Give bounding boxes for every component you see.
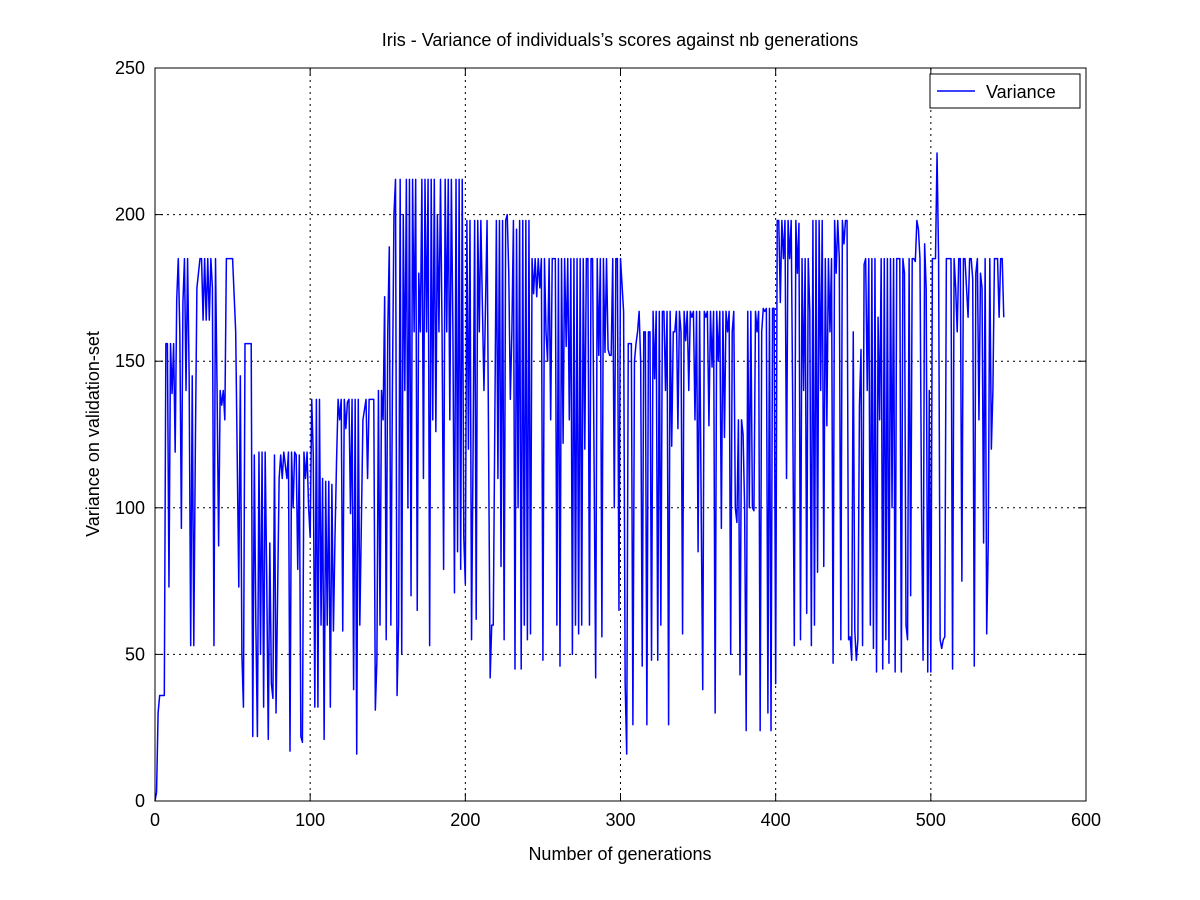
y-tick-label: 250 bbox=[115, 58, 145, 78]
x-tick-label: 100 bbox=[295, 810, 325, 830]
chart-title: Iris - Variance of individuals’s scores … bbox=[382, 30, 859, 50]
y-tick-label: 100 bbox=[115, 498, 145, 518]
legend-label: Variance bbox=[986, 82, 1056, 102]
y-tick-label: 0 bbox=[135, 791, 145, 811]
x-tick-label: 400 bbox=[761, 810, 791, 830]
y-tick-label: 200 bbox=[115, 205, 145, 225]
legend: Variance bbox=[929, 73, 1081, 109]
x-tick-label: 300 bbox=[605, 810, 635, 830]
y-axis-label: Variance on validation-set bbox=[83, 331, 103, 537]
y-tick-label: 150 bbox=[115, 351, 145, 371]
x-axis-ticks: 0 100 200 300 400 500 600 bbox=[150, 68, 1101, 830]
series-layer bbox=[154, 152, 1005, 802]
x-tick-label: 600 bbox=[1071, 810, 1101, 830]
y-tick-label: 50 bbox=[125, 644, 145, 664]
series-line-variance bbox=[154, 152, 1005, 802]
x-tick-label: 500 bbox=[916, 810, 946, 830]
x-tick-label: 200 bbox=[450, 810, 480, 830]
x-tick-label: 0 bbox=[150, 810, 160, 830]
y-axis-ticks: 0 50 100 150 200 250 bbox=[115, 58, 1086, 811]
x-axis-label: Number of generations bbox=[528, 844, 711, 864]
